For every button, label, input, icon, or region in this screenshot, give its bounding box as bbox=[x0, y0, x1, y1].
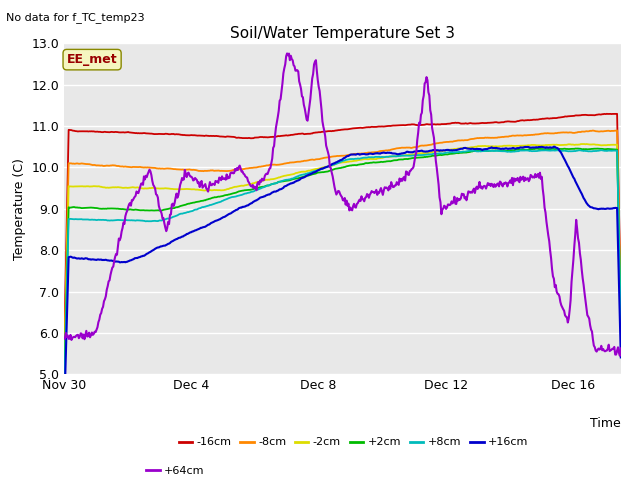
Y-axis label: Temperature (C): Temperature (C) bbox=[13, 158, 26, 260]
Text: Time: Time bbox=[590, 418, 621, 431]
Legend: +64cm: +64cm bbox=[142, 461, 209, 480]
Text: EE_met: EE_met bbox=[67, 53, 117, 66]
Text: No data for f_TC_temp23: No data for f_TC_temp23 bbox=[6, 12, 145, 23]
Title: Soil/Water Temperature Set 3: Soil/Water Temperature Set 3 bbox=[230, 25, 455, 41]
